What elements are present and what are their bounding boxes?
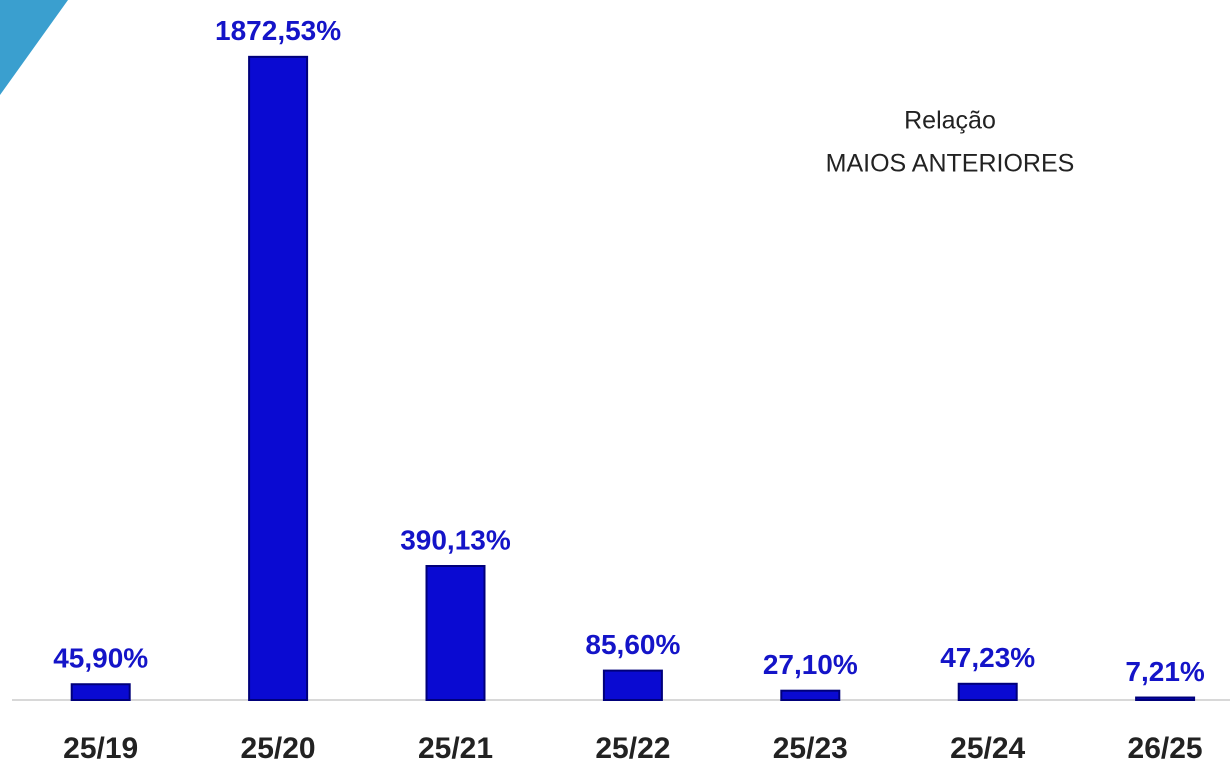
bar bbox=[780, 689, 841, 701]
bar bbox=[957, 682, 1018, 701]
annotation: Relação bbox=[904, 107, 996, 135]
value-label: 45,90% bbox=[53, 643, 148, 674]
value-label: 7,21% bbox=[1125, 656, 1204, 687]
value-label: 47,23% bbox=[940, 642, 1035, 673]
bar bbox=[602, 669, 663, 702]
x-tick-label: 25/20 bbox=[241, 732, 316, 765]
corner-decoration bbox=[0, 0, 68, 95]
value-label: 390,13% bbox=[400, 524, 511, 555]
value-label: 1872,53% bbox=[215, 15, 341, 46]
x-tick-label: 25/24 bbox=[950, 732, 1025, 765]
bar bbox=[425, 565, 486, 701]
x-tick-label: 25/19 bbox=[63, 732, 138, 765]
bar bbox=[1135, 696, 1196, 702]
bar bbox=[70, 683, 131, 702]
x-tick-label: 26/25 bbox=[1128, 732, 1203, 765]
bar bbox=[248, 55, 309, 701]
x-tick-label: 25/22 bbox=[595, 732, 670, 765]
value-label: 85,60% bbox=[585, 629, 680, 660]
x-tick-label: 25/21 bbox=[418, 732, 493, 765]
x-tick-label: 25/23 bbox=[773, 732, 848, 765]
annotation: MAIOS ANTERIORES bbox=[826, 150, 1075, 178]
value-label: 27,10% bbox=[763, 649, 858, 680]
